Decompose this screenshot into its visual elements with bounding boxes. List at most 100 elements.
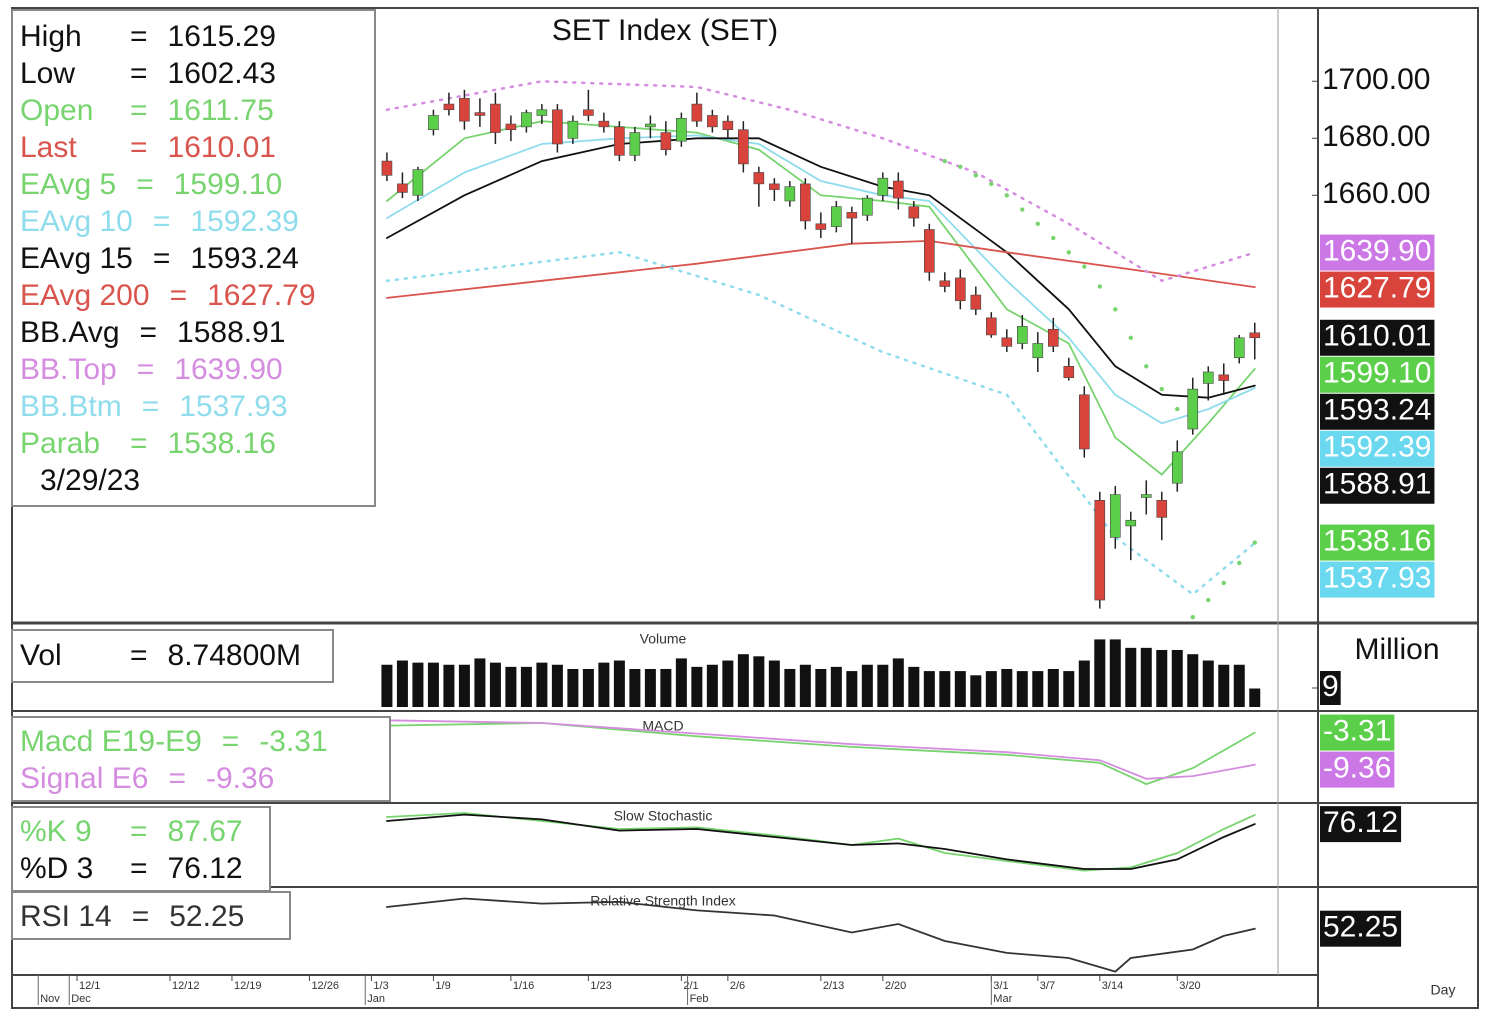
indicator-line	[386, 813, 1256, 870]
volume-bar	[784, 668, 796, 707]
info-value: 8.74800M	[168, 639, 301, 672]
volume-bar	[489, 662, 501, 707]
value-tag-label: 76.12	[1323, 806, 1398, 839]
x-tick-label: 12/26	[311, 980, 339, 992]
candle-body	[428, 115, 439, 131]
info-name: EAvg 200	[20, 279, 150, 312]
volume-bar	[830, 666, 842, 707]
info-name: High	[20, 20, 82, 53]
volume-bar	[1233, 664, 1245, 707]
y-tick-label: 1680.00	[1322, 120, 1430, 153]
indicator-line	[1190, 614, 1195, 620]
info-value: 1588.91	[177, 316, 285, 349]
volume-bar	[536, 662, 548, 707]
volume-bar	[985, 671, 997, 707]
info-value: 52.25	[169, 900, 244, 933]
volume-bar	[768, 660, 780, 707]
info-name: Open	[20, 94, 93, 127]
info-name: BB.Avg	[20, 316, 120, 349]
volume-bar	[427, 662, 439, 707]
volume-bar	[1187, 654, 1199, 707]
candle-body	[1001, 337, 1013, 347]
volume-bar	[877, 664, 889, 707]
volume-bar	[1140, 647, 1152, 707]
info-value: 87.67	[168, 815, 243, 848]
y-tick-tag	[1320, 670, 1341, 705]
x-axis-label: Day	[1431, 982, 1456, 998]
volume-bar	[1078, 660, 1090, 707]
candle-body	[1156, 499, 1168, 518]
value-tag-label: 1593.24	[1323, 394, 1431, 427]
info-separator: =	[142, 390, 160, 423]
candle-body	[986, 317, 997, 336]
candle-body	[614, 126, 625, 156]
value-tag-label: 52.25	[1323, 911, 1398, 944]
indicator-line	[386, 239, 1256, 299]
indicator-line	[973, 173, 979, 178]
candle-body	[893, 180, 904, 199]
value-tag	[1320, 467, 1435, 504]
candle-body	[629, 132, 641, 156]
value-tag-label: 1639.90	[1323, 234, 1431, 267]
value-tag-label: 1610.01	[1323, 320, 1431, 353]
candle-body	[583, 109, 594, 116]
info-separator: =	[130, 57, 148, 90]
indicator-line	[1175, 406, 1180, 412]
info-box	[11, 806, 271, 892]
volume-bar	[675, 658, 687, 707]
volume-bar	[737, 654, 749, 707]
info-separator: =	[170, 279, 188, 312]
candle-body	[955, 277, 966, 302]
volume-bar	[923, 671, 935, 707]
info-value: 1538.16	[168, 427, 276, 460]
volume-bar	[474, 658, 486, 707]
x-tick-label: 2/13	[823, 980, 844, 992]
info-name: Last	[20, 131, 77, 164]
info-value: 76.12	[168, 852, 243, 885]
info-name: Signal E6	[20, 762, 148, 795]
volume-bar	[815, 668, 827, 707]
info-name: BB.Btm	[20, 390, 122, 423]
candle-body	[536, 109, 548, 116]
candle-body	[1249, 332, 1261, 339]
value-tag	[1320, 271, 1435, 308]
value-tag-label: 1599.10	[1323, 357, 1431, 390]
candle-body	[970, 294, 982, 310]
candle-body	[800, 183, 811, 222]
value-tag-label: -9.36	[1323, 752, 1391, 785]
value-tag	[1320, 356, 1435, 393]
candle-body	[691, 103, 703, 122]
candle-body	[1017, 326, 1028, 344]
candle-body	[521, 112, 532, 128]
indicator-line	[386, 719, 1256, 780]
candle-body	[474, 112, 486, 116]
info-separator: =	[222, 725, 240, 758]
info-value: -9.36	[206, 762, 274, 795]
chart-title: SET Index (SET)	[552, 14, 778, 47]
volume-bar	[443, 664, 455, 707]
candle-body	[1187, 388, 1199, 430]
candle-body	[381, 160, 393, 176]
info-separator: =	[153, 242, 171, 275]
value-tag	[1320, 234, 1435, 271]
volume-bar	[1001, 668, 1013, 707]
candle-body	[505, 123, 517, 131]
candle-body	[1063, 366, 1075, 379]
value-tag	[1320, 751, 1395, 788]
indicator-line	[1004, 193, 1010, 198]
candle-body	[1125, 519, 1137, 527]
candle-body	[908, 206, 920, 219]
info-name: EAvg 15	[20, 242, 133, 275]
indicator-line	[1128, 335, 1133, 341]
info-name: Parab	[20, 427, 100, 460]
volume-bar	[1218, 664, 1230, 707]
indicator-line	[1020, 207, 1025, 212]
value-tag	[1320, 393, 1435, 430]
indicator-line	[1035, 221, 1040, 226]
indicator-line	[1159, 386, 1164, 392]
indicator-line	[385, 80, 1257, 283]
candle-body	[939, 280, 951, 287]
x-tick-label: 3/1	[993, 980, 1008, 992]
panel-title: Relative Strength Index	[590, 893, 736, 909]
